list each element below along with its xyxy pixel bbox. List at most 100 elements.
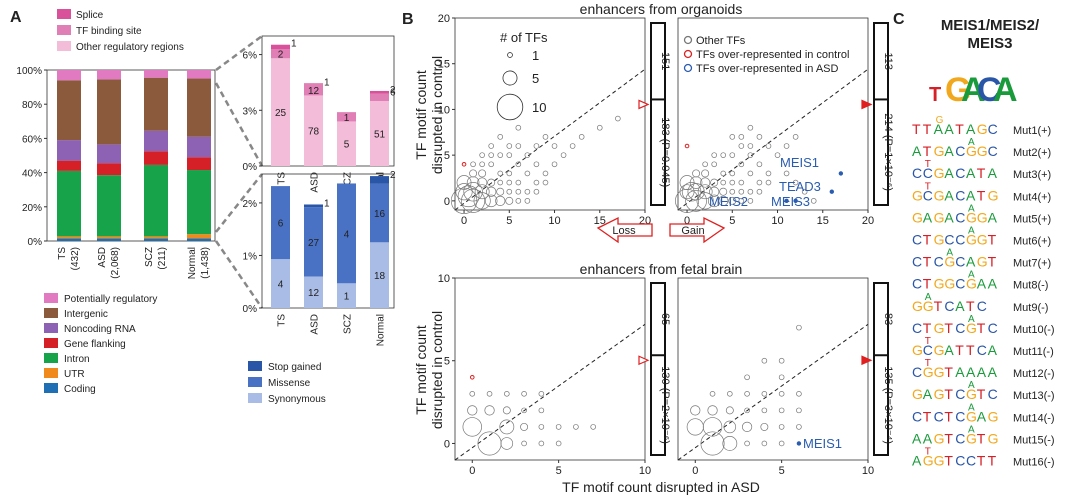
scatter-point	[687, 183, 705, 201]
tf-annotation: MEIS3	[771, 194, 810, 209]
gain-arrow	[669, 216, 726, 244]
legend-swatch	[44, 368, 58, 378]
sequence-base: T	[912, 121, 921, 137]
sequence-base: A	[923, 209, 933, 225]
data-label: 2	[278, 50, 284, 61]
bar-segment-splice	[304, 83, 323, 85]
scatter-point	[533, 143, 540, 149]
legend-label: Gene flanking	[64, 339, 126, 350]
scatter-point	[729, 188, 736, 195]
sequence-base: T	[988, 453, 997, 469]
mutation-label: Mut7(+)	[1013, 258, 1051, 270]
scatter-frame	[677, 17, 869, 211]
scatter-point	[679, 184, 695, 200]
scatter-point	[741, 421, 753, 433]
panel-a-insets: 0%3%6%2521TS78121ASD51SCZ5162Normal0%1%2…	[243, 35, 396, 405]
scatter-point	[711, 152, 717, 158]
sequence-base: C	[923, 165, 933, 181]
sequence-base: G	[934, 320, 945, 336]
scatter-point	[707, 405, 718, 416]
scatter-point	[551, 143, 558, 149]
scatter-point-red	[469, 374, 475, 380]
scatter-point	[524, 188, 531, 195]
scatter-frame	[454, 17, 646, 211]
scatter-point	[718, 195, 729, 206]
sequence-base: C	[955, 453, 965, 469]
scatter-point	[497, 152, 504, 158]
scatter-point	[796, 391, 802, 397]
sequence-base: G	[977, 121, 988, 137]
scatter-point	[515, 198, 522, 204]
legend-swatch	[44, 353, 58, 363]
bar-segment-noncoding_rna	[97, 144, 121, 164]
bar-segment-noncoding_rna	[144, 130, 168, 152]
bar-segment-utr	[57, 236, 81, 239]
scatter-point	[578, 134, 585, 140]
panel-a: A0%20%40%60%80%100%TS (432) ASD (2,068) SCZ(…	[10, 9, 264, 395]
count-bar-arrow	[861, 355, 873, 366]
mutant-base: T	[925, 447, 931, 458]
sequence-base: T	[955, 342, 964, 358]
x-tick-label: ASD	[310, 314, 321, 335]
scatter-point	[500, 437, 514, 450]
count-bar-arrow	[638, 99, 650, 110]
sequence-base: G	[912, 209, 923, 225]
sequence-base: A	[988, 364, 998, 380]
mutant-base: G	[936, 115, 944, 126]
tf-annotation: MEIS2	[709, 194, 748, 209]
size-legend-circle	[502, 70, 518, 86]
x-tick-label: 10	[548, 215, 560, 227]
scatter-point	[810, 198, 817, 204]
x-axis-label: TF motif count disrupted in ASD	[562, 479, 760, 495]
data-label: 18	[374, 271, 386, 282]
scatter-point	[486, 391, 493, 397]
scatter-point	[569, 143, 576, 149]
sequence-base: G	[966, 276, 977, 292]
y-tick-label: 80%	[22, 100, 42, 111]
sequence-base: C	[988, 143, 998, 159]
scatter-point	[729, 134, 736, 140]
sequence-base: A	[944, 187, 954, 203]
x-tick-label: ASD	[310, 172, 321, 193]
scatter-point	[615, 115, 621, 122]
sequence-base: A	[955, 364, 965, 380]
scatter-point	[760, 422, 769, 431]
sequence-base: G	[934, 232, 945, 248]
scatter-frame	[454, 277, 646, 461]
color-legend-marker	[683, 49, 693, 59]
scatter-point	[515, 124, 522, 131]
sequence-base: A	[966, 187, 976, 203]
scatter-point	[542, 179, 549, 186]
scatter-point	[681, 182, 702, 202]
bar-segment-tf_binding	[271, 49, 290, 59]
scatter-point-blue	[793, 198, 798, 204]
sequence-base: C	[977, 342, 987, 358]
sequence-base: G	[934, 143, 945, 159]
size-legend-circle	[496, 93, 524, 121]
x-tick-label: SCZ	[343, 314, 354, 334]
bar-segment-missense	[304, 207, 323, 277]
scatter-point	[542, 134, 549, 140]
scatter-point	[470, 161, 476, 168]
sequence-base: C	[988, 320, 998, 336]
bar-segment-missense	[370, 183, 389, 243]
size-legend-label: 5	[532, 71, 539, 86]
x-tick-label: (211)	[157, 247, 168, 270]
bar-segment-potentially_regulatory	[144, 70, 168, 78]
color-legend-marker	[683, 35, 693, 45]
sequence-base: C	[912, 320, 922, 336]
sequence-base: G	[912, 298, 923, 314]
x-tick-label: 10	[639, 465, 651, 477]
scatter-point	[473, 192, 491, 210]
scatter-point	[462, 417, 482, 437]
scatter-point	[467, 405, 478, 416]
scatter-point	[747, 170, 754, 177]
bar-segment-other_regulatory	[304, 95, 323, 166]
scatter-point	[533, 188, 540, 195]
x-tick-label: 0	[684, 215, 690, 227]
scatter-point	[506, 179, 513, 186]
chart-title: enhancers from organoids	[580, 1, 743, 17]
inset-frame	[261, 173, 395, 309]
